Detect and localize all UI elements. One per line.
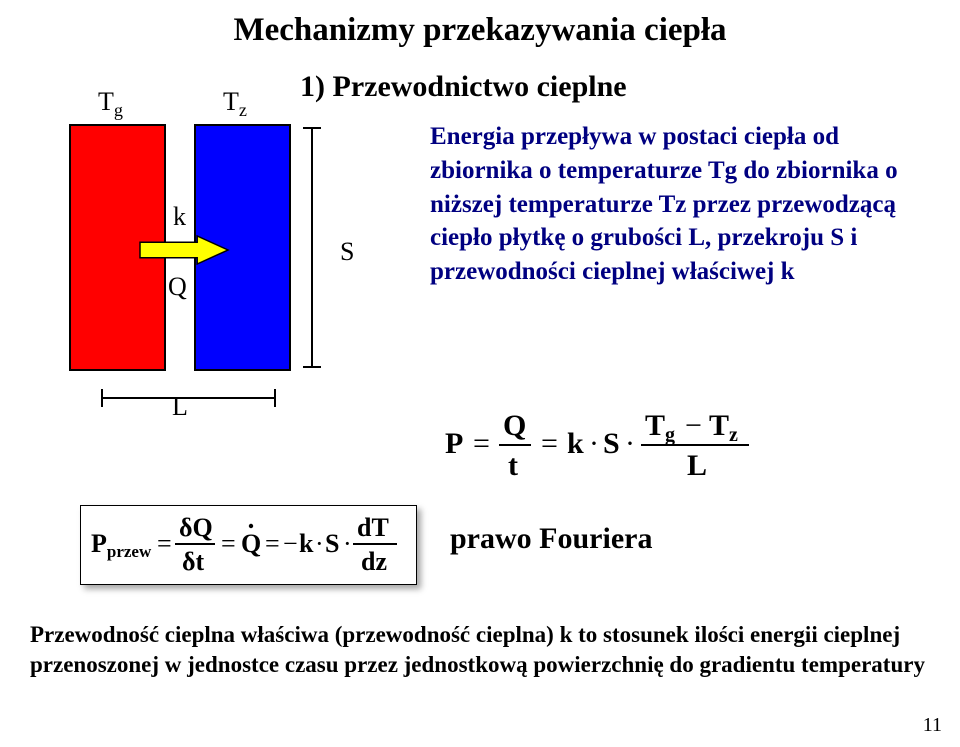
svg-text:·: · xyxy=(315,529,324,558)
diagram-svg: Tg Tz k Q S L xyxy=(40,70,420,430)
svg-text:Q: Q xyxy=(241,529,261,558)
definition-paragraph: Przewodność cieplna właściwa (przewodnoś… xyxy=(30,620,930,680)
svg-text:k: k xyxy=(567,427,584,460)
equation-power: P=Qt=k·S·Tg−TzL xyxy=(445,405,845,485)
description-text: Energia przepływa w postaci ciepła od zb… xyxy=(430,120,930,289)
svg-text:P: P xyxy=(445,427,463,460)
svg-text:t: t xyxy=(508,449,518,482)
svg-text:=: = xyxy=(221,529,236,558)
svg-text:=: = xyxy=(157,529,172,558)
heat-conduction-diagram: Tg Tz k Q S L xyxy=(40,70,420,430)
svg-text:=: = xyxy=(473,427,490,460)
svg-text:Tg: Tg xyxy=(645,409,675,446)
svg-text:Q: Q xyxy=(168,272,187,301)
fourier-law-label: prawo Fouriera xyxy=(450,522,652,556)
page-title: Mechanizmy przekazywania ciepła xyxy=(0,12,960,49)
svg-text:δt: δt xyxy=(182,547,204,576)
s-bracket xyxy=(303,128,321,367)
l-bracket xyxy=(102,389,275,407)
svg-text:Tz: Tz xyxy=(709,409,738,446)
svg-text:L: L xyxy=(172,392,188,421)
svg-text:dz: dz xyxy=(361,547,387,576)
svg-text:Q: Q xyxy=(503,409,526,442)
svg-text:δQ: δQ xyxy=(179,513,213,542)
svg-text:Tz: Tz xyxy=(223,87,247,120)
svg-text:S: S xyxy=(325,529,339,558)
svg-text:·: · xyxy=(625,427,635,460)
svg-text:−: − xyxy=(685,409,702,442)
svg-text:=: = xyxy=(541,427,558,460)
svg-text:Tg: Tg xyxy=(98,87,123,120)
svg-text:S: S xyxy=(340,237,354,266)
equation-fourier-svg: Pprzew=δQδt=Q=−k·S·dTdz xyxy=(89,508,409,580)
slide: Mechanizmy przekazywania ciepła 1) Przew… xyxy=(0,0,960,747)
svg-text:L: L xyxy=(687,449,707,482)
svg-text:−: − xyxy=(283,529,298,558)
svg-text:·: · xyxy=(343,529,352,558)
svg-text:S: S xyxy=(603,427,620,460)
svg-text:k: k xyxy=(299,529,314,558)
svg-text:·: · xyxy=(589,427,599,460)
equation-fourier-box: Pprzew=δQδt=Q=−k·S·dTdz xyxy=(80,505,417,585)
svg-text:k: k xyxy=(173,202,186,231)
svg-text:dT: dT xyxy=(357,513,389,542)
equation-power-svg: P=Qt=k·S·Tg−TzL xyxy=(445,405,845,485)
page-number: 11 xyxy=(923,714,942,737)
svg-text:=: = xyxy=(265,529,280,558)
equation-fourier: Pprzew=δQδt=Q=−k·S·dTdz xyxy=(89,508,409,580)
svg-text:Pprzew: Pprzew xyxy=(91,529,152,561)
